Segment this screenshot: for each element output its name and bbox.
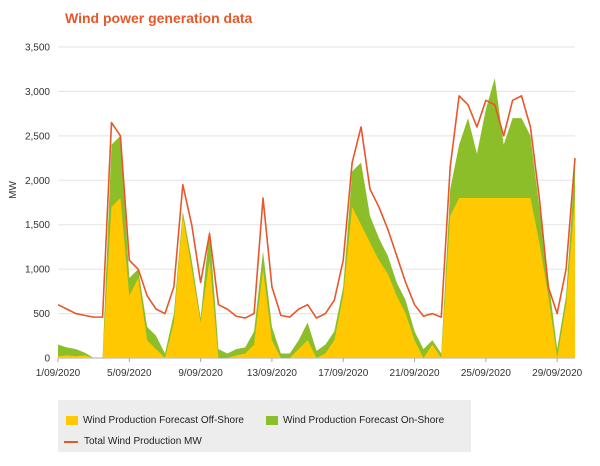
x-tick-label: 13/09/2020 xyxy=(247,368,297,379)
legend-label-offshore: Wind Production Forecast Off-Shore xyxy=(83,415,244,426)
x-tick-label: 29/09/2020 xyxy=(532,368,582,379)
x-tick-label: 25/09/2020 xyxy=(461,368,511,379)
chart-title: Wind power generation data xyxy=(65,10,253,26)
y-axis-label: MW xyxy=(8,181,19,199)
chart-legend: Wind Production Forecast Off-Shore Wind … xyxy=(58,400,471,452)
x-tick-label: 1/09/2020 xyxy=(36,368,81,379)
x-tick-label: 17/09/2020 xyxy=(318,368,368,379)
legend-label-total: Total Wind Production MW xyxy=(84,436,202,447)
y-tick-label: 2,500 xyxy=(25,131,50,142)
legend-item-total: Total Wind Production MW xyxy=(64,436,202,447)
legend-label-onshore: Wind Production Forecast On-Shore xyxy=(283,415,445,426)
plot-areas xyxy=(58,78,575,358)
series-area-offshore xyxy=(58,198,575,358)
y-tick-label: 1,000 xyxy=(25,265,50,276)
y-tick-label: 3,000 xyxy=(25,87,50,98)
x-tick-label: 21/09/2020 xyxy=(390,368,440,379)
legend-item-onshore: Wind Production Forecast On-Shore xyxy=(266,415,444,426)
plot-lines xyxy=(57,95,576,319)
x-tick-label: 9/09/2020 xyxy=(178,368,223,379)
y-tick-label: 3,500 xyxy=(25,43,50,54)
y-tick-label: 1,500 xyxy=(25,220,50,231)
legend-swatch-onshore xyxy=(266,416,278,425)
y-tick-label: 500 xyxy=(33,309,50,320)
axes: 0 500 1,000 1,500 2,000 2,500 3,000 3,500 1/09/2… xyxy=(25,43,583,380)
legend-swatch-total xyxy=(64,440,78,443)
y-tick-label: 0 xyxy=(44,354,50,365)
x-tick-label: 5/09/2020 xyxy=(107,368,152,379)
y-tick-label: 2,000 xyxy=(25,176,50,187)
series-line-total xyxy=(57,95,576,319)
legend-item-offshore: Wind Production Forecast Off-Shore xyxy=(66,415,244,426)
legend-swatch-offshore xyxy=(66,416,78,425)
